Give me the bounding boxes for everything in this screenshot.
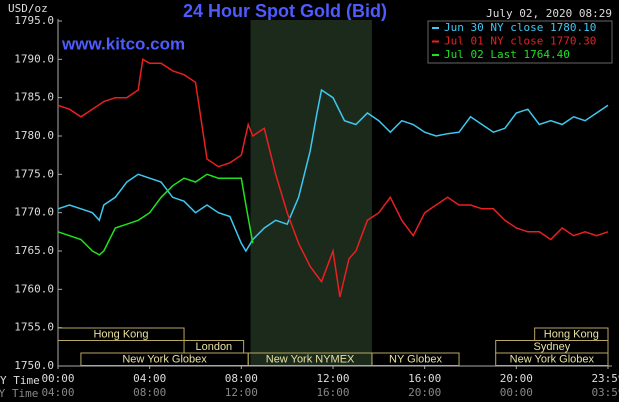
y-tick-label: 1790.0 xyxy=(14,52,54,65)
y-tick-label: 1775.0 xyxy=(14,167,54,180)
y-axis-label: USD/oz xyxy=(8,2,48,15)
session-label: Sydney xyxy=(534,341,571,353)
legend-label: Jul 01 NY close 1770.30 xyxy=(444,35,596,48)
session-label: New York Globex xyxy=(510,354,595,366)
x-axis-label: Y Time xyxy=(0,374,40,387)
y-tick-label: 1765.0 xyxy=(14,244,54,257)
x-tick-label: 00:00 xyxy=(41,372,74,385)
x-axis-label-ny: NY Time xyxy=(0,387,38,400)
x-tick-label: 08:00 xyxy=(225,372,258,385)
x2-tick-label: 16:00 xyxy=(316,386,349,399)
x-tick-label: 23:59 xyxy=(591,372,619,385)
highlight-band xyxy=(250,20,372,366)
x2-tick-label: 12:00 xyxy=(225,386,258,399)
date: July 02, 2020 08:29 xyxy=(486,7,612,20)
series-line xyxy=(57,173,254,256)
x2-tick-label: 08:00 xyxy=(133,386,166,399)
x2-tick-label: 00:00 xyxy=(500,386,533,399)
series-line xyxy=(57,88,609,253)
y-tick-label: 1755.0 xyxy=(14,321,54,334)
x-tick-label: 20:00 xyxy=(500,372,533,385)
session-label: Hong Kong xyxy=(93,329,148,341)
y-tick-label: 1795.0 xyxy=(14,14,54,27)
x2-tick-label: 20:00 xyxy=(408,386,441,399)
x-tick-label: 04:00 xyxy=(133,372,166,385)
chart-title: 24 Hour Spot Gold (Bid) xyxy=(183,1,387,21)
session-label: New York NYMEX xyxy=(266,354,355,366)
legend-box xyxy=(427,20,613,64)
y-tick-label: 1760.0 xyxy=(14,282,54,295)
y-tick-label: 1750.0 xyxy=(14,359,54,372)
y-tick-label: 1770.0 xyxy=(14,206,54,219)
session-label: London xyxy=(195,341,232,353)
legend-label: Jul 02 Last 1764.40 xyxy=(444,48,570,61)
x-tick-label: 16:00 xyxy=(408,372,441,385)
series-line xyxy=(57,58,609,298)
legend-label: Jun 30 NY close 1780.10 xyxy=(444,21,596,34)
x2-tick-label: 03:59 xyxy=(591,386,619,399)
x-tick-label: 12:00 xyxy=(316,372,349,385)
y-tick-label: 1780.0 xyxy=(14,129,54,142)
session-label: NY Globex xyxy=(389,354,442,366)
site-label: www.kitco.com xyxy=(61,34,185,53)
y-tick-label: 1785.0 xyxy=(14,91,54,104)
session-label: Hong Kong xyxy=(544,329,599,341)
x2-tick-label: 04:00 xyxy=(41,386,74,399)
session-label: New York Globex xyxy=(122,354,207,366)
